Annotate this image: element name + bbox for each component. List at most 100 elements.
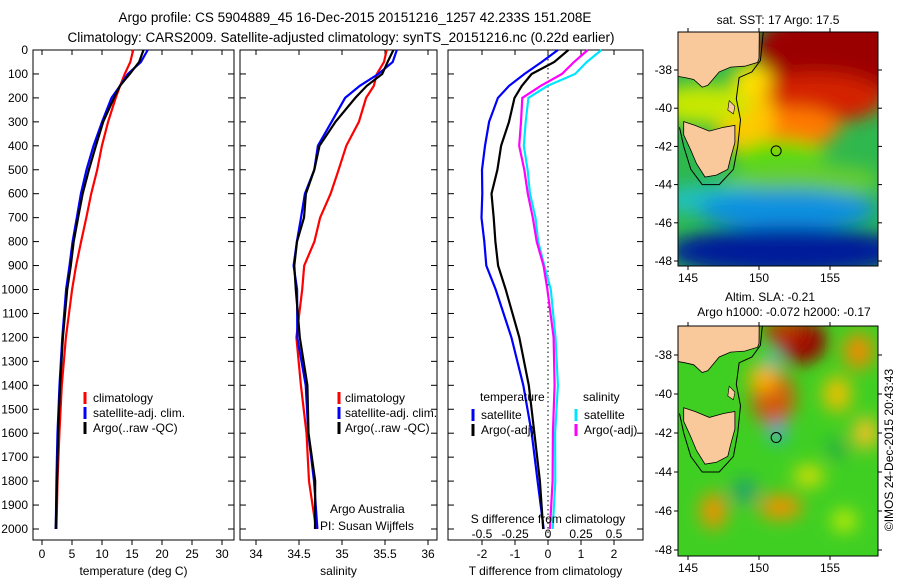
s-tick-label: 0.25 — [569, 527, 593, 541]
lat-tick-label: -46 — [655, 504, 673, 518]
sst-map-title: sat. SST: 17 Argo: 17.5 — [717, 13, 840, 27]
legend-label: satellite — [584, 408, 625, 422]
lat-tick-label: -42 — [655, 426, 673, 440]
lat-tick-label: -44 — [655, 465, 673, 479]
legend-label: satellite — [481, 408, 522, 422]
legend-title-salinity: salinity — [583, 390, 620, 404]
field-blob — [758, 495, 803, 520]
x-tick-label: 1 — [578, 547, 585, 561]
x-tick-label: 10 — [95, 547, 109, 561]
legend-label: Argo(-adj) — [481, 423, 534, 437]
salinity-profile-panel: 34 34.5 35 35.5 36 salinity climatologysatelli… — [239, 49, 438, 578]
series-line-argo-raw-qc- — [54, 49, 145, 530]
field-blob — [678, 84, 753, 125]
map-field — [678, 32, 878, 266]
y-tick-label: 2000 — [1, 522, 28, 536]
legend-label: satellite-adj. clim. — [345, 406, 437, 420]
y-tick-label: 700 — [8, 211, 28, 225]
field-blob — [748, 364, 779, 393]
attribution-line1: Argo Australia — [330, 502, 405, 516]
legend-label: Argo(-adj) — [584, 423, 637, 437]
x-axis-label: temperature (deg C) — [79, 564, 187, 578]
s-tick-label: -0.5 — [472, 527, 493, 541]
flinders-island — [727, 99, 736, 115]
argo-float-marker — [770, 145, 782, 157]
x-tick-label: 35 — [335, 547, 349, 561]
field-blob — [700, 493, 727, 529]
field-blob — [730, 479, 759, 504]
field-blob — [843, 333, 874, 370]
map-frame — [677, 325, 879, 557]
x-tick-label: 34.5 — [287, 547, 311, 561]
field-blob — [853, 417, 878, 449]
s-tick-label: 0 — [545, 527, 552, 541]
shelf-contour — [679, 326, 763, 473]
lat-tick-label: -42 — [655, 139, 673, 153]
series-line-climatology — [295, 49, 388, 530]
field-blob — [827, 440, 848, 457]
argo-float-marker — [770, 432, 782, 444]
x-tick-label: 0 — [545, 547, 552, 561]
lat-tick-label: -48 — [655, 254, 673, 268]
map-frame — [677, 31, 879, 267]
field-blob — [678, 226, 878, 266]
s-tick-label: 0.5 — [606, 527, 623, 541]
lon-tick-label: 150 — [749, 271, 769, 285]
sst-map-panel: -38 -40 -42 -44 -46 -48 145 150 155 sat. SST: 17 … — [655, 13, 882, 285]
s-axis-label: S difference from climatology — [471, 512, 626, 526]
figure-title-line2: Climatology: CARS2009. Satellite-adjuste… — [67, 30, 614, 45]
lat-tick-label: -40 — [655, 387, 673, 401]
x-tick-label: 35.5 — [373, 547, 397, 561]
tasmania — [683, 121, 736, 178]
map-field — [678, 326, 878, 556]
field-blob — [766, 350, 781, 367]
difference-profile-panel: -2 -1 0 1 2 T difference from climatology S di… — [447, 49, 644, 578]
y-tick-label: 300 — [8, 115, 28, 129]
field-blobs — [678, 32, 878, 266]
x-axis-label: salinity — [320, 564, 357, 578]
shelf-contour — [679, 32, 764, 186]
series-line-s-satellite — [522, 49, 603, 530]
y-tick-label: 200 — [8, 91, 28, 105]
s-tick-label: -0.25 — [501, 527, 529, 541]
y-tick-label: 1700 — [1, 450, 28, 464]
plot-frame — [447, 49, 644, 541]
series-line-satellite-adj-clim- — [292, 49, 398, 530]
mainland-australia — [678, 326, 760, 373]
x-tick-label: 20 — [155, 547, 169, 561]
y-tick-label: 100 — [8, 67, 28, 81]
x-axis-label: T difference from climatology — [469, 564, 623, 578]
field-blob — [763, 326, 804, 344]
x-tick-label: 30 — [215, 547, 229, 561]
field-blobs — [700, 326, 878, 531]
y-tick-label: 800 — [8, 235, 28, 249]
lat-tick-label: -48 — [655, 543, 673, 557]
y-tick-label: 1600 — [1, 426, 28, 440]
tasmania — [683, 407, 736, 465]
lat-tick-label: -40 — [655, 101, 673, 115]
lat-tick-label: -46 — [655, 216, 673, 230]
plot-frame — [32, 49, 235, 541]
flinders-island — [727, 385, 736, 401]
figure-title-line1: Argo profile: CS 5904889_45 16-Dec-2015 … — [119, 10, 592, 25]
y-tick-label: 1800 — [1, 474, 28, 488]
lon-tick-label: 155 — [820, 561, 840, 575]
y-tick-label: 900 — [8, 259, 28, 273]
x-tick-label: 5 — [69, 547, 76, 561]
sla-map-subtitle: Argo h1000: -0.072 h2000: -0.17 — [697, 305, 871, 319]
field-blob — [697, 189, 878, 230]
x-tick-label: 15 — [125, 547, 139, 561]
field-blob — [823, 376, 852, 412]
lon-tick-label: 150 — [749, 561, 769, 575]
attribution-line2: PI: Susan Wijffels — [320, 519, 414, 533]
x-tick-label: 25 — [185, 547, 199, 561]
series-line-s-argo-adj- — [518, 49, 589, 530]
sla-map-panel: -38 -40 -42 -44 -46 -48 145 150 155 Altim. SLA: -… — [655, 290, 896, 575]
series-line-t-satellite — [480, 49, 559, 530]
lon-tick-label: 145 — [678, 271, 698, 285]
sla-map-title: Altim. SLA: -0.21 — [725, 290, 815, 304]
field-blob — [793, 465, 824, 486]
y-tick-label: 0 — [21, 43, 28, 57]
y-tick-label: 1400 — [1, 378, 28, 392]
x-tick-label: 2 — [611, 547, 618, 561]
